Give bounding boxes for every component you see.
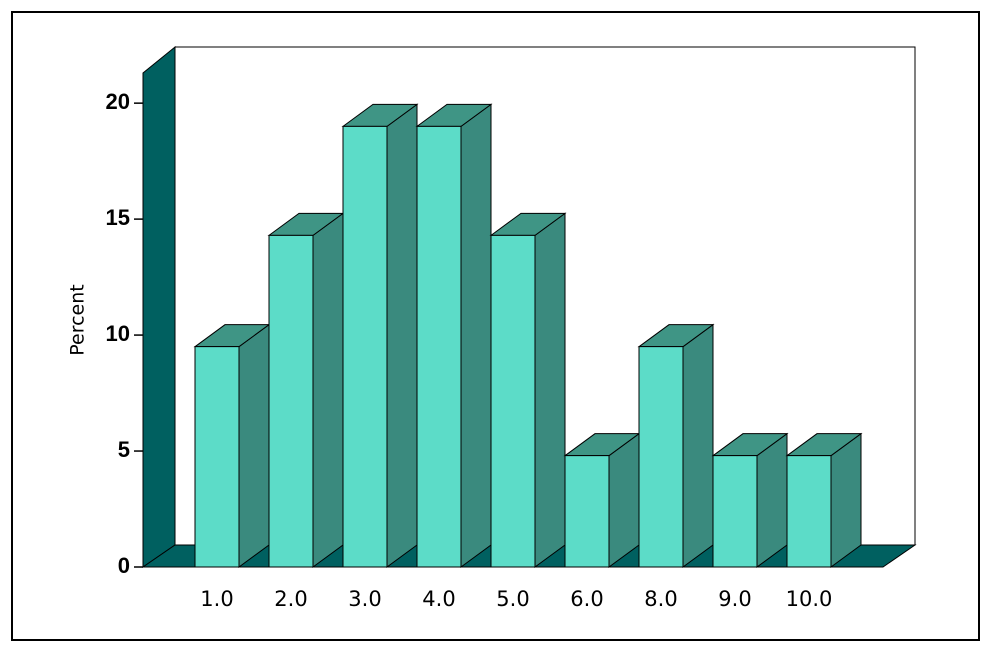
y-axis-label: Percent: [67, 284, 89, 356]
bar: [489, 212, 567, 568]
bar-front: [638, 346, 684, 568]
bar-front: [712, 455, 758, 568]
bar-front: [490, 234, 536, 568]
bar: [711, 432, 789, 568]
bar: [637, 323, 715, 568]
bar-side: [756, 432, 788, 568]
bar-side: [312, 212, 344, 568]
x-tick-label: 4.0: [422, 587, 455, 611]
bar-side: [534, 212, 566, 568]
x-tick-label: 9.0: [718, 587, 751, 611]
x-tick-label: 8.0: [644, 587, 677, 611]
bar-side: [386, 103, 418, 568]
bar-side: [238, 323, 270, 568]
bar-side: [682, 323, 714, 568]
y-tick-label: 10: [106, 321, 130, 346]
y-tick-label: 15: [106, 205, 130, 230]
x-tick-label: 3.0: [348, 587, 381, 611]
bar-front: [564, 455, 610, 568]
y-tick-label: 5: [118, 437, 130, 462]
x-tick-label: 2.0: [274, 587, 307, 611]
bar-front: [416, 125, 462, 568]
bar-front: [342, 125, 388, 568]
bar: [415, 103, 493, 568]
x-tick-label: 5.0: [496, 587, 529, 611]
bar-side: [608, 432, 640, 568]
bar: [341, 103, 419, 568]
x-tick-label: 1.0: [200, 587, 233, 611]
bar: [563, 432, 641, 568]
x-tick-label: 10.0: [786, 587, 833, 611]
bar-side: [460, 103, 492, 568]
bar: [193, 323, 271, 568]
y-tick-label: 0: [118, 553, 130, 578]
bar-front: [786, 455, 832, 568]
bar: [267, 212, 345, 568]
bar-side: [830, 432, 862, 568]
y-tick-label: 20: [106, 89, 130, 114]
bar-front: [268, 234, 314, 568]
bar: [785, 432, 863, 568]
bar-front: [194, 346, 240, 568]
x-tick-label: 6.0: [570, 587, 603, 611]
left-wall: [142, 45, 176, 568]
